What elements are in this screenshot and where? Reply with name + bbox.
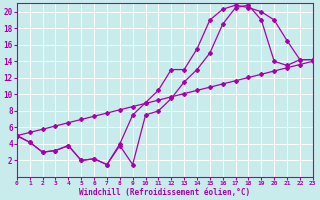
X-axis label: Windchill (Refroidissement éolien,°C): Windchill (Refroidissement éolien,°C) bbox=[79, 188, 250, 197]
